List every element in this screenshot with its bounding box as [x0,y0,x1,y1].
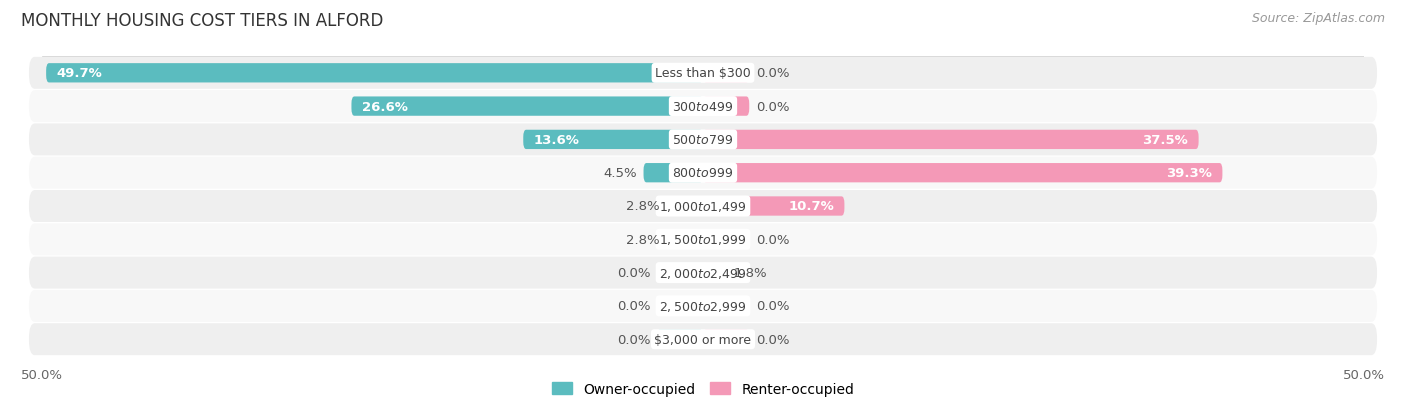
FancyBboxPatch shape [703,64,749,83]
Text: $800 to $999: $800 to $999 [672,167,734,180]
FancyBboxPatch shape [657,330,703,349]
Text: 0.0%: 0.0% [617,300,650,313]
Text: 39.3%: 39.3% [1166,167,1212,180]
FancyBboxPatch shape [30,224,1376,256]
Text: 0.0%: 0.0% [756,333,789,346]
FancyBboxPatch shape [30,124,1376,156]
Text: 2.8%: 2.8% [626,200,659,213]
FancyBboxPatch shape [666,197,703,216]
FancyBboxPatch shape [703,330,749,349]
Text: 13.6%: 13.6% [534,133,579,147]
Text: 2.8%: 2.8% [626,233,659,246]
FancyBboxPatch shape [703,263,727,282]
Text: 0.0%: 0.0% [756,300,789,313]
FancyBboxPatch shape [703,197,845,216]
Text: 0.0%: 0.0% [617,266,650,280]
FancyBboxPatch shape [30,91,1376,123]
FancyBboxPatch shape [703,97,749,116]
Text: $300 to $499: $300 to $499 [672,100,734,113]
FancyBboxPatch shape [657,263,703,282]
FancyBboxPatch shape [703,297,749,316]
Text: 0.0%: 0.0% [617,333,650,346]
Text: 4.5%: 4.5% [603,167,637,180]
FancyBboxPatch shape [30,290,1376,322]
FancyBboxPatch shape [657,297,703,316]
Legend: Owner-occupied, Renter-occupied: Owner-occupied, Renter-occupied [546,376,860,401]
FancyBboxPatch shape [523,131,703,150]
FancyBboxPatch shape [703,131,1198,150]
Text: 26.6%: 26.6% [361,100,408,113]
Text: $3,000 or more: $3,000 or more [655,333,751,346]
Text: 0.0%: 0.0% [756,100,789,113]
FancyBboxPatch shape [30,323,1376,355]
FancyBboxPatch shape [30,257,1376,289]
Text: 37.5%: 37.5% [1142,133,1188,147]
Text: MONTHLY HOUSING COST TIERS IN ALFORD: MONTHLY HOUSING COST TIERS IN ALFORD [21,12,384,30]
Text: $2,000 to $2,499: $2,000 to $2,499 [659,266,747,280]
Text: 1.8%: 1.8% [734,266,768,280]
FancyBboxPatch shape [30,58,1376,90]
FancyBboxPatch shape [703,164,1222,183]
Text: Source: ZipAtlas.com: Source: ZipAtlas.com [1251,12,1385,25]
Text: $2,500 to $2,999: $2,500 to $2,999 [659,299,747,313]
FancyBboxPatch shape [30,190,1376,223]
Text: 10.7%: 10.7% [789,200,834,213]
Text: $500 to $799: $500 to $799 [672,133,734,147]
FancyBboxPatch shape [46,64,703,83]
Text: 49.7%: 49.7% [56,67,103,80]
Text: $1,500 to $1,999: $1,500 to $1,999 [659,233,747,247]
FancyBboxPatch shape [703,230,749,249]
Text: 0.0%: 0.0% [756,67,789,80]
FancyBboxPatch shape [352,97,703,116]
FancyBboxPatch shape [30,157,1376,189]
Text: 0.0%: 0.0% [756,233,789,246]
FancyBboxPatch shape [666,230,703,249]
Text: $1,000 to $1,499: $1,000 to $1,499 [659,199,747,214]
FancyBboxPatch shape [644,164,703,183]
Text: Less than $300: Less than $300 [655,67,751,80]
